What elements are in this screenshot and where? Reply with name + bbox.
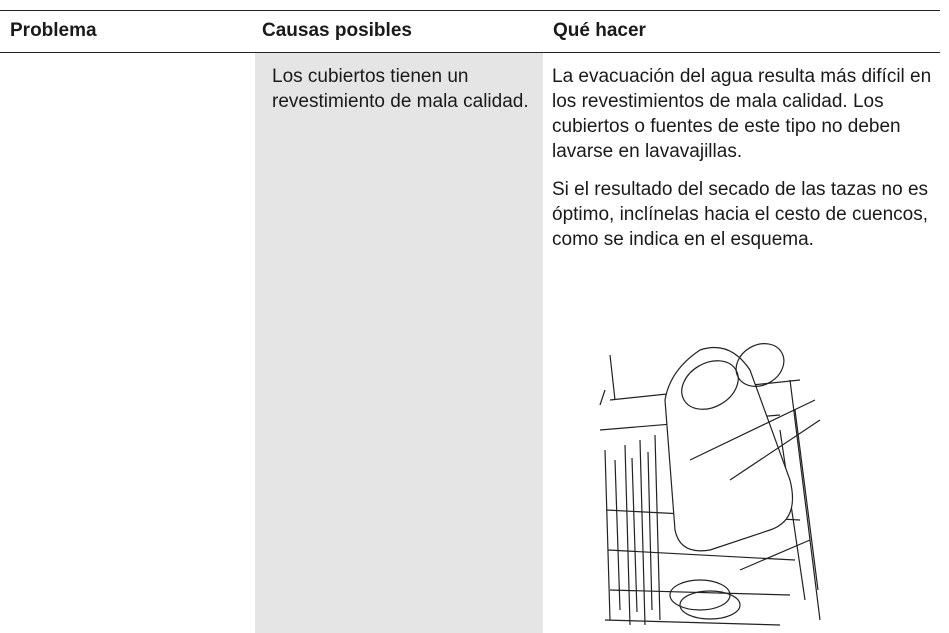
cause-cell: Los cubiertos tienen un revestimiento de… <box>272 66 529 112</box>
header-rule <box>0 52 940 53</box>
action-cell: La evacuación del agua resulta más difíc… <box>552 64 937 265</box>
rack-illustration <box>599 343 821 626</box>
header-cell: Problema <box>10 20 97 41</box>
header-cell: Causas posibles <box>262 20 412 41</box>
action-text: La evacuación del agua resulta más difíc… <box>552 66 932 162</box>
cause-column-bg <box>255 53 543 633</box>
header-cell: Qué hacer <box>553 20 646 41</box>
action-text: Si el resultado del secado de las tazas … <box>552 179 929 250</box>
top-rule <box>0 10 940 11</box>
